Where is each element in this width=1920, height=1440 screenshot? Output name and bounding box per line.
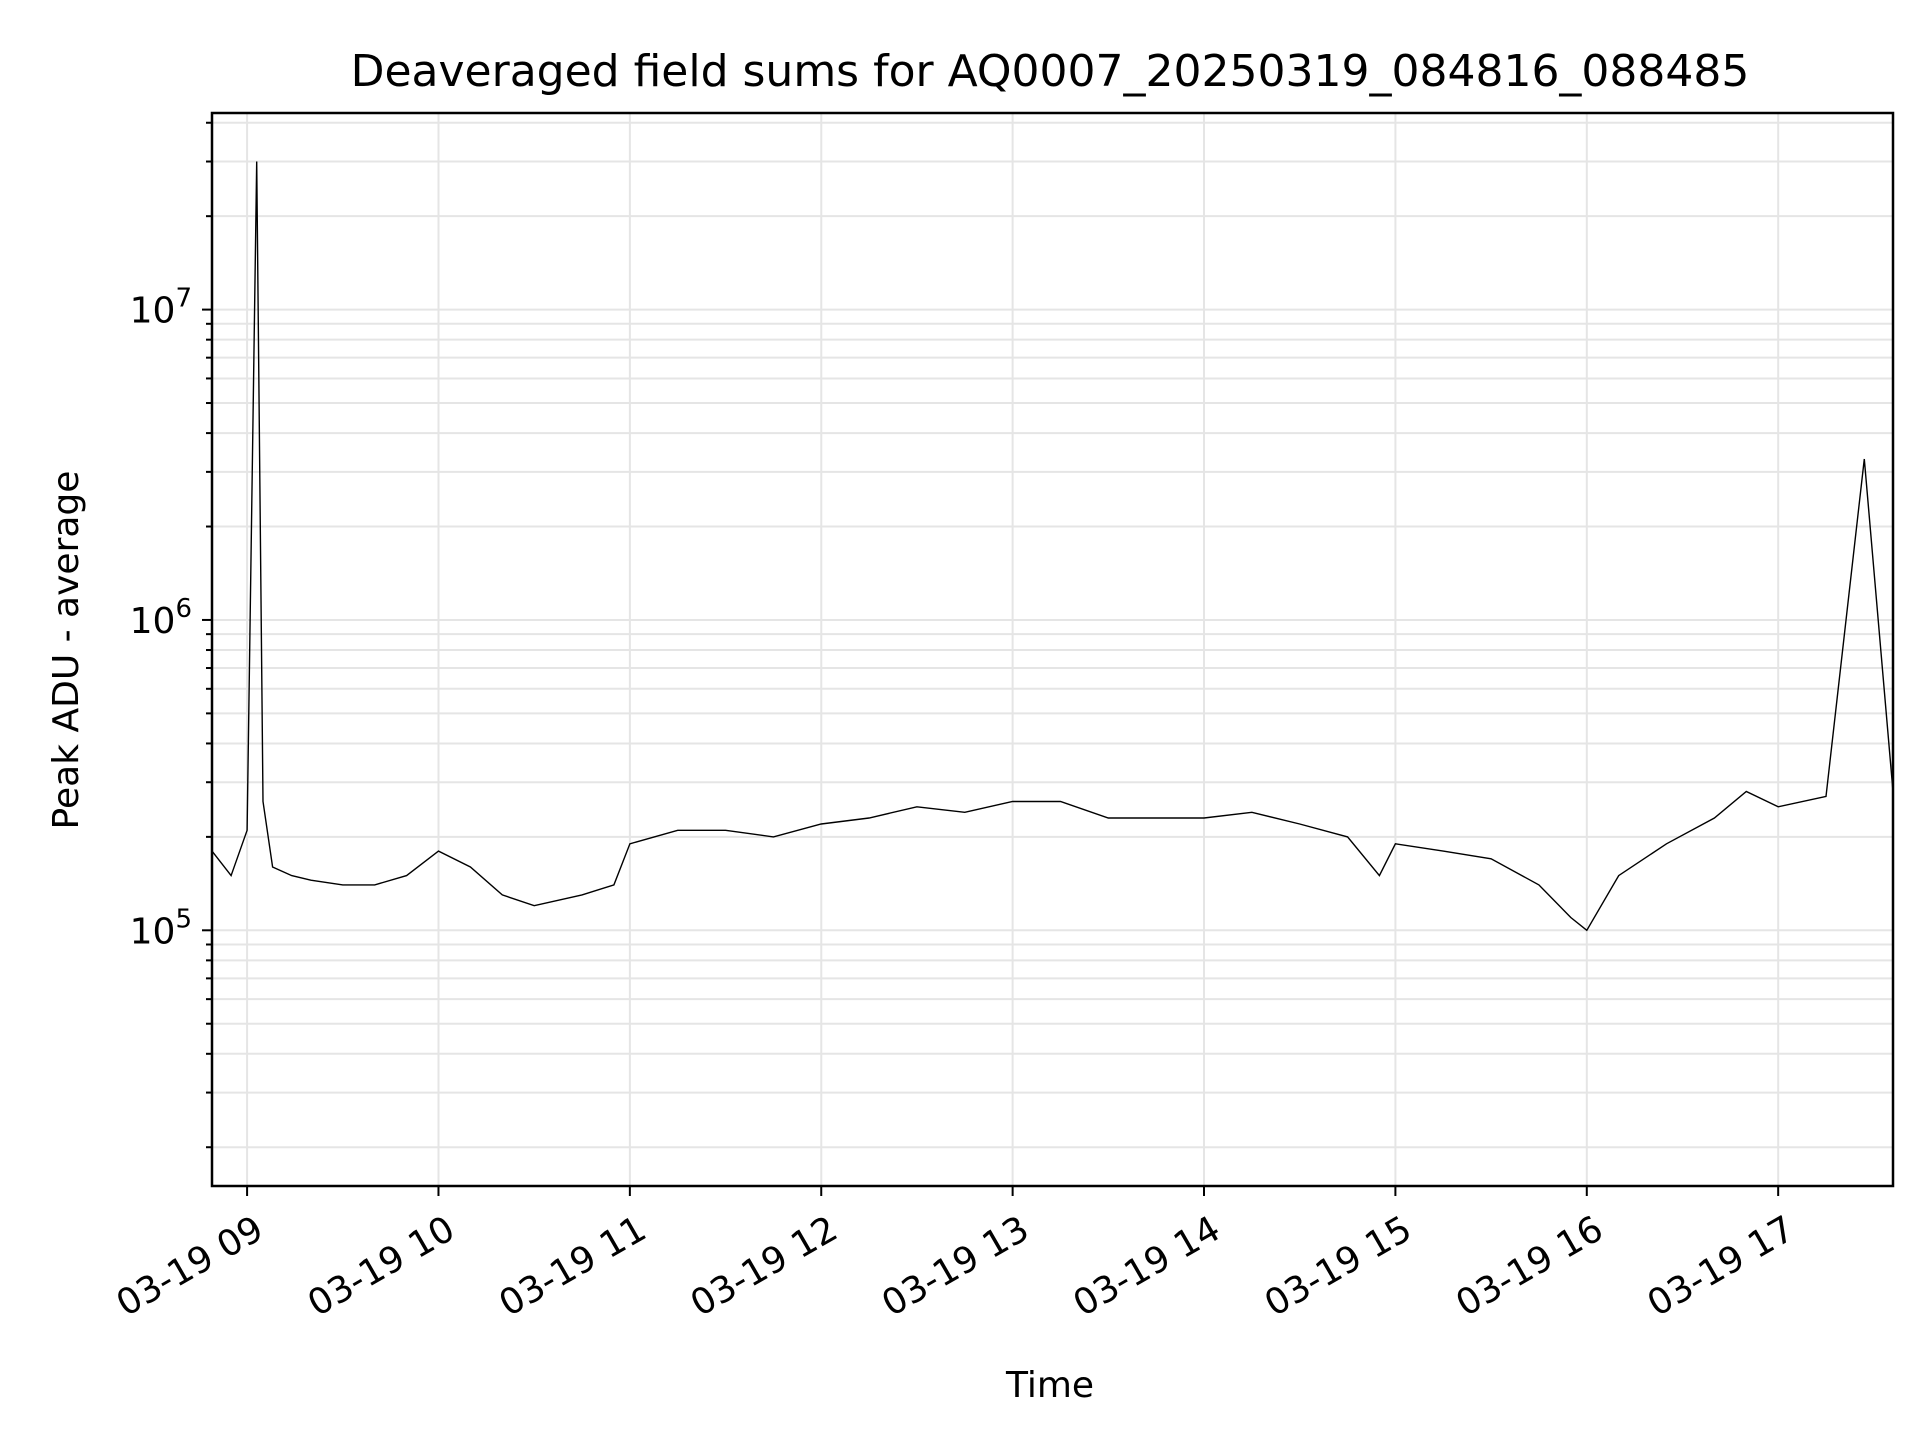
grid: [212, 113, 1893, 1186]
x-tick-label: 03-19 09: [110, 1208, 271, 1324]
series-line: [211, 161, 1894, 932]
y-tick-label: 106: [130, 594, 192, 642]
y-tick-label: 105: [130, 904, 192, 952]
chart-title: Deaveraged field sums for AQ0007_2025031…: [351, 46, 1750, 97]
x-tick-label: 03-19 11: [492, 1208, 653, 1324]
axis-ticks: 03-19 09 03-19 10 03-19 11 03-19 12 03-19 13…: [110, 121, 1802, 1325]
x-tick-label: 03-19 14: [1067, 1208, 1228, 1324]
series-layer: [211, 161, 1894, 932]
y-axis-label: Peak ADU - average: [46, 471, 87, 830]
x-axis-label: Time: [1005, 1365, 1094, 1406]
x-tick-label: 03-19 16: [1449, 1208, 1610, 1324]
x-tick-label: 03-19 17: [1641, 1208, 1802, 1324]
x-tick-label: 03-19 13: [875, 1208, 1036, 1324]
x-tick-label: 03-19 12: [684, 1208, 845, 1324]
x-tick-label: 03-19 15: [1258, 1208, 1419, 1324]
y-tick-label: 107: [130, 284, 192, 332]
x-tick-label: 03-19 10: [301, 1208, 462, 1324]
